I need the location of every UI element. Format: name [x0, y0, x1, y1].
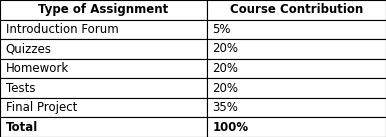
- Text: Course Contribution: Course Contribution: [230, 3, 363, 16]
- Text: Type of Assignment: Type of Assignment: [38, 3, 168, 16]
- Bar: [207, 0, 386, 20]
- Text: 20%: 20%: [212, 62, 238, 75]
- Bar: [0, 39, 207, 59]
- Text: 20%: 20%: [212, 82, 238, 95]
- Bar: [207, 117, 386, 137]
- Bar: [0, 78, 207, 98]
- Bar: [207, 20, 386, 39]
- Text: Final Project: Final Project: [6, 101, 77, 114]
- Bar: [0, 59, 207, 78]
- Text: Homework: Homework: [6, 62, 69, 75]
- Text: Introduction Forum: Introduction Forum: [6, 23, 119, 36]
- Text: Tests: Tests: [6, 82, 35, 95]
- Bar: [207, 78, 386, 98]
- Text: 20%: 20%: [212, 42, 238, 55]
- Bar: [207, 98, 386, 117]
- Bar: [0, 0, 207, 20]
- Text: 35%: 35%: [212, 101, 238, 114]
- Bar: [0, 20, 207, 39]
- Text: 5%: 5%: [212, 23, 231, 36]
- Bar: [207, 59, 386, 78]
- Bar: [207, 39, 386, 59]
- Text: Total: Total: [6, 121, 38, 134]
- Text: Quizzes: Quizzes: [6, 42, 52, 55]
- Bar: [0, 98, 207, 117]
- Text: 100%: 100%: [212, 121, 249, 134]
- Bar: [0, 117, 207, 137]
